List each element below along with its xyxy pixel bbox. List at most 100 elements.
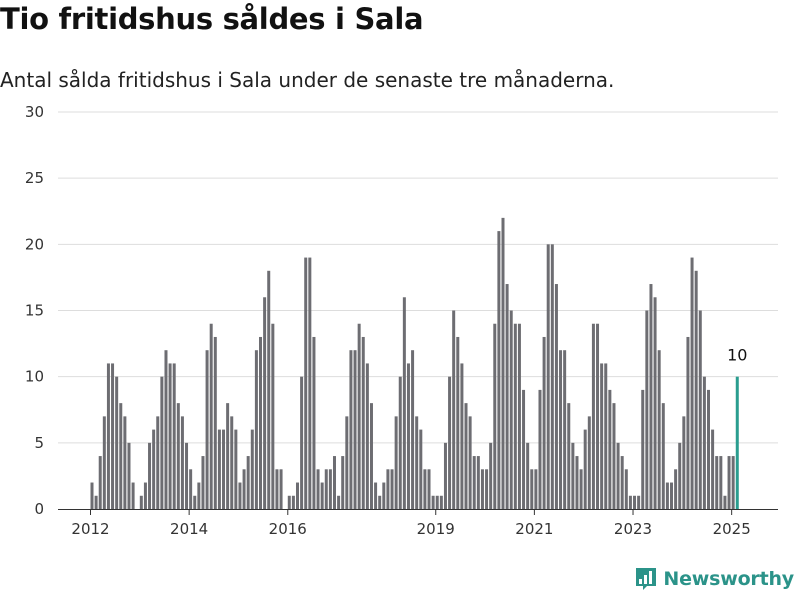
x-tick-label: 2016 — [269, 520, 307, 538]
bar — [489, 442, 493, 509]
bar — [394, 416, 398, 509]
bar — [201, 456, 205, 509]
bar — [612, 403, 616, 509]
bar — [452, 310, 456, 509]
x-tick-label: 2012 — [71, 520, 109, 538]
bar — [579, 469, 583, 509]
bar — [464, 403, 468, 509]
bar — [715, 456, 719, 509]
bar — [102, 416, 106, 509]
bar — [448, 376, 452, 509]
bar — [567, 403, 571, 509]
bar — [369, 403, 373, 509]
x-tick-label: 2019 — [417, 520, 455, 538]
bar — [316, 469, 320, 509]
bar — [698, 310, 702, 509]
bar — [559, 350, 563, 509]
bar — [143, 482, 147, 509]
bar — [164, 350, 168, 509]
bar — [653, 297, 657, 509]
bar — [435, 495, 439, 509]
bar — [197, 482, 201, 509]
bar — [230, 416, 234, 509]
bar — [312, 336, 316, 509]
bar — [300, 376, 304, 509]
bar — [378, 495, 382, 509]
bar — [263, 297, 267, 509]
bar — [456, 336, 460, 509]
bar — [217, 429, 221, 509]
bar — [641, 389, 645, 509]
bar — [180, 416, 184, 509]
bar — [501, 217, 505, 509]
bar — [296, 482, 299, 509]
chart-subtitle: Antal sålda fritidshus i Sala under de s… — [0, 68, 615, 92]
bar — [242, 469, 246, 509]
bar — [382, 482, 386, 509]
bar — [139, 495, 143, 509]
bar — [419, 429, 423, 509]
bar — [596, 323, 600, 509]
bar — [353, 350, 357, 509]
annotations: 10 — [727, 346, 747, 365]
y-tick-label: 20 — [25, 235, 44, 253]
bar — [349, 350, 353, 509]
bar — [686, 336, 690, 509]
bar — [670, 482, 674, 509]
bar — [411, 350, 415, 509]
bar — [213, 336, 217, 509]
bar — [398, 376, 402, 509]
bar — [131, 482, 135, 509]
bar — [176, 403, 180, 509]
bar — [386, 469, 390, 509]
bar — [390, 469, 394, 509]
bar — [127, 442, 131, 509]
bar — [271, 323, 275, 509]
x-tick-label: 2021 — [515, 520, 553, 538]
bar — [563, 350, 567, 509]
bar — [427, 469, 431, 509]
bar — [402, 297, 406, 509]
y-tick-label: 10 — [25, 368, 44, 386]
bar — [546, 244, 550, 510]
bar — [119, 403, 123, 509]
bar — [645, 310, 649, 509]
bar — [439, 495, 443, 509]
bar — [156, 416, 160, 509]
x-axis-ticks: 2012 2014 2016 2019 2021 2023 2025 — [58, 509, 778, 538]
y-axis-ticks: 0 5 10 15 20 25 30 — [25, 103, 44, 518]
bar — [517, 323, 521, 509]
y-tick-label: 25 — [25, 169, 44, 187]
bar — [476, 456, 480, 509]
latest-value-label: 10 — [727, 346, 747, 365]
bar — [345, 416, 349, 509]
bar — [193, 495, 197, 509]
bar — [678, 442, 682, 509]
bar — [600, 363, 604, 509]
bar — [320, 482, 324, 509]
bar — [374, 482, 378, 509]
bar — [304, 257, 308, 509]
bar — [674, 469, 678, 509]
bar — [152, 429, 156, 509]
bar — [234, 429, 238, 509]
bar — [423, 469, 427, 509]
bar — [538, 389, 542, 509]
bar — [94, 495, 98, 509]
bar — [707, 389, 710, 509]
bar — [205, 350, 209, 509]
bar — [649, 284, 653, 509]
bar — [530, 469, 534, 509]
bar — [123, 416, 127, 509]
bars — [90, 217, 739, 510]
bar — [460, 363, 464, 509]
bar — [254, 350, 258, 509]
bar — [185, 442, 189, 509]
newsworthy-logo-icon — [636, 568, 657, 590]
bar — [661, 403, 665, 509]
bar — [719, 456, 723, 509]
chart-title: Tio fritidshus såldes i Sala — [0, 2, 424, 36]
bar — [583, 429, 587, 509]
bar — [620, 456, 624, 509]
